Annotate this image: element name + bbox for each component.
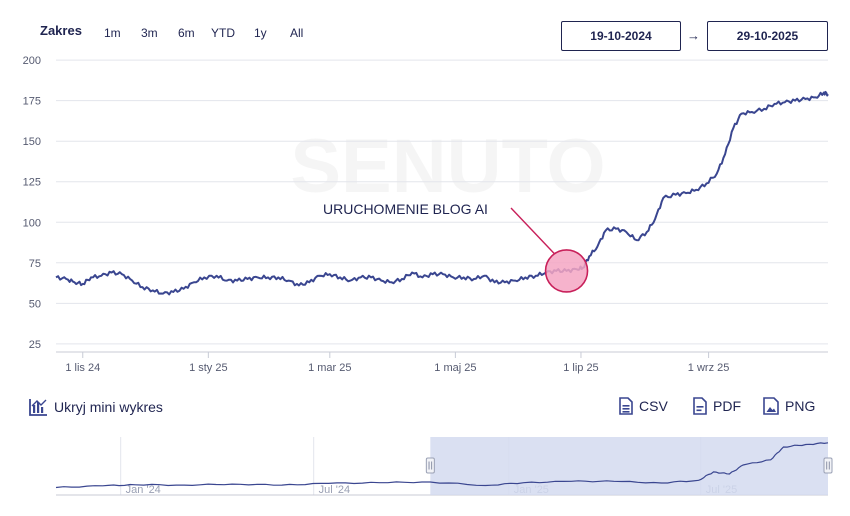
x-tick-label: 1 wrz 25: [688, 362, 730, 374]
y-tick-label: 150: [23, 136, 41, 148]
y-tick-label: 175: [23, 96, 41, 108]
range-ytd-button[interactable]: YTD: [211, 26, 235, 40]
handle-grip[interactable]: [823, 457, 833, 474]
navigator-tick-label: Jan '24: [126, 484, 161, 496]
y-tick-label: 75: [29, 258, 41, 270]
x-axis: 1 lis 24 1 sty 25 1 mar 25 1 maj 25 1 lip 25…: [65, 352, 729, 374]
main-chart: SENUTO 25 50 75 100 125 150 175 200 1 lis 24 1 s…: [23, 55, 829, 374]
hide-mini-chart-label: Ukryj mini wykres: [54, 399, 163, 415]
y-tick-label: 125: [23, 177, 41, 189]
x-tick-label: 1 lip 25: [563, 362, 598, 374]
x-tick-label: 1 lis 24: [65, 362, 100, 374]
export-png-label: PNG: [785, 398, 816, 414]
navigator-handle-right[interactable]: [823, 457, 833, 474]
navigator-handle-left[interactable]: [425, 457, 435, 474]
annotation-label: URUCHOMENIE BLOG AI: [323, 201, 488, 217]
y-tick-label: 50: [29, 298, 41, 310]
export-csv-label: CSV: [639, 398, 668, 414]
x-tick-label: 1 maj 25: [434, 362, 476, 374]
csv-file-icon: [619, 397, 633, 415]
export-csv-button[interactable]: CSV: [619, 397, 668, 415]
range-6m-button[interactable]: 6m: [178, 26, 195, 40]
export-png-button[interactable]: PNG: [763, 397, 815, 415]
handle-grip[interactable]: [425, 457, 435, 474]
range-1y-button[interactable]: 1y: [254, 26, 267, 40]
watermark: SENUTO: [290, 124, 605, 209]
range-1m-button[interactable]: 1m: [104, 26, 121, 40]
annotation-pointer: [510, 207, 556, 255]
chart-tools: Ukryj mini wykres CSV PDF PNG: [0, 392, 850, 422]
range-all-button[interactable]: All: [290, 26, 304, 40]
series-line: [55, 90, 829, 296]
y-tick-label: 25: [29, 339, 41, 351]
hide-mini-chart-button[interactable]: Ukryj mini wykres: [28, 397, 163, 417]
x-tick-label: 1 mar 25: [308, 362, 351, 374]
x-tick-label: 1 sty 25: [189, 362, 228, 374]
annotation-marker: [544, 249, 589, 293]
range-label: Zakres: [40, 23, 82, 38]
png-image-icon: [763, 397, 779, 415]
y-tick-label: 100: [23, 217, 41, 229]
y-axis: 25 50 75 100 125 150 175 200: [23, 55, 41, 351]
export-pdf-label: PDF: [713, 398, 741, 414]
navigator-line: [55, 442, 829, 489]
date-from-input[interactable]: 19-10-2024: [561, 21, 681, 51]
export-pdf-button[interactable]: PDF: [693, 397, 741, 415]
range-3m-button[interactable]: 3m: [141, 26, 158, 40]
grid: [56, 59, 828, 353]
chart-bars-icon: [29, 399, 47, 416]
range-selector: Zakres 1m 3m 6m YTD 1y All 19-10-2024 → …: [0, 0, 850, 60]
date-arrow: →: [687, 28, 700, 43]
navigator-selection[interactable]: [430, 437, 828, 495]
navigator-tick-label: Jul '24: [319, 484, 350, 496]
y-tick-label: 200: [23, 55, 41, 67]
pdf-file-icon: [693, 397, 707, 415]
date-to-input[interactable]: 29-10-2025: [707, 21, 828, 51]
